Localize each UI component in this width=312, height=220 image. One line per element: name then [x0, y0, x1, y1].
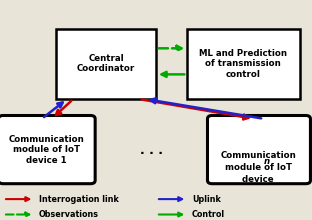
Text: module of IoT: module of IoT — [226, 163, 292, 172]
Text: Observations: Observations — [39, 210, 99, 219]
Text: ML and Prediction
of transmission
control: ML and Prediction of transmission contro… — [199, 49, 287, 79]
Text: Communication: Communication — [221, 151, 297, 160]
FancyBboxPatch shape — [56, 29, 156, 99]
FancyBboxPatch shape — [0, 116, 95, 184]
Text: Control: Control — [192, 210, 225, 219]
FancyBboxPatch shape — [207, 116, 310, 184]
Text: device: device — [242, 175, 276, 184]
Text: . . .: . . . — [140, 144, 163, 157]
Text: n: n — [264, 157, 270, 166]
Text: Uplink: Uplink — [192, 195, 221, 204]
FancyBboxPatch shape — [187, 29, 300, 99]
Text: Communication
module of IoT
device n: Communication module of IoT device n — [221, 135, 297, 165]
FancyBboxPatch shape — [214, 120, 304, 179]
Text: Central
Coordinator: Central Coordinator — [77, 54, 135, 73]
Text: Interrogation link: Interrogation link — [39, 195, 119, 204]
Text: Communication
module of IoT
device 1: Communication module of IoT device 1 — [9, 135, 85, 165]
